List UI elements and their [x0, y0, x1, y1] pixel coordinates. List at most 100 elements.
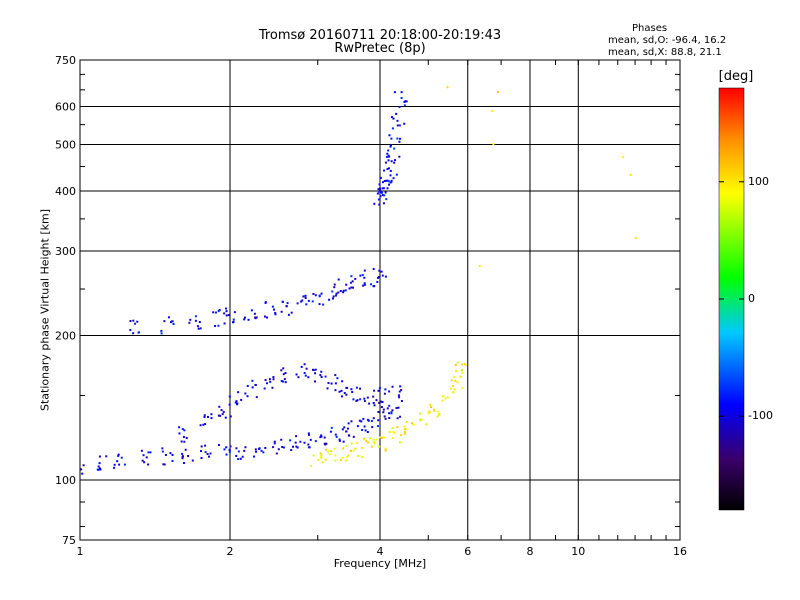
data-point — [330, 382, 333, 385]
data-point — [377, 419, 380, 422]
data-point — [444, 397, 447, 400]
data-point — [191, 459, 194, 462]
data-point — [427, 412, 430, 415]
data-point — [132, 332, 135, 335]
data-point — [383, 169, 386, 172]
data-point — [381, 401, 384, 404]
data-point — [323, 436, 326, 439]
data-point — [294, 441, 297, 444]
data-point — [171, 453, 174, 456]
data-point — [456, 361, 459, 364]
data-point — [398, 396, 401, 399]
data-point — [285, 305, 288, 308]
data-point — [385, 179, 388, 182]
data-point — [169, 452, 172, 455]
x-tick-label: 16 — [673, 545, 687, 558]
data-point — [341, 428, 344, 431]
data-point — [446, 396, 449, 399]
data-point — [194, 319, 197, 322]
data-point — [335, 435, 338, 438]
data-point — [334, 382, 337, 385]
data-point — [397, 406, 400, 409]
data-point — [367, 441, 370, 444]
data-point — [243, 316, 246, 319]
plot-grid — [80, 60, 680, 540]
data-point — [314, 440, 317, 443]
data-point — [378, 269, 381, 272]
data-point — [363, 400, 366, 403]
data-point — [181, 452, 184, 455]
data-point — [200, 445, 203, 448]
data-point — [243, 318, 246, 321]
data-point — [390, 160, 393, 163]
data-point — [341, 456, 344, 459]
data-point — [463, 363, 466, 366]
data-point — [332, 295, 335, 298]
data-point — [387, 154, 390, 157]
data-point — [373, 404, 376, 407]
data-point — [282, 373, 285, 376]
data-point — [244, 392, 247, 395]
data-point — [118, 463, 121, 466]
data-point — [98, 467, 101, 470]
data-point — [384, 388, 387, 391]
data-point — [265, 382, 268, 385]
data-point — [386, 152, 389, 155]
data-point — [307, 376, 310, 379]
data-point — [384, 417, 387, 420]
chart-title: Tromsø 20160711 20:18:00-20:19:43 — [258, 28, 502, 43]
data-point — [280, 380, 283, 383]
data-point — [452, 391, 455, 394]
data-point — [206, 415, 209, 418]
data-point — [350, 286, 353, 289]
data-point — [272, 376, 275, 379]
data-point — [372, 438, 375, 441]
data-point — [355, 399, 358, 402]
y-tick-label: 600 — [55, 101, 76, 114]
data-point — [387, 159, 390, 162]
data-point — [350, 442, 353, 445]
data-point — [326, 387, 329, 390]
data-point — [324, 375, 327, 378]
data-point — [347, 422, 350, 425]
data-point — [82, 464, 85, 467]
data-point — [389, 169, 392, 172]
data-point — [378, 203, 381, 206]
data-point — [140, 449, 143, 452]
data-point — [398, 140, 401, 143]
data-point — [377, 198, 380, 201]
data-point — [250, 309, 253, 312]
data-point — [389, 174, 392, 177]
data-point — [400, 96, 403, 99]
data-point — [373, 442, 376, 445]
data-point — [352, 398, 355, 401]
data-point — [305, 367, 308, 370]
data-point — [338, 439, 341, 442]
data-point — [403, 122, 406, 125]
data-point — [292, 445, 295, 448]
data-point — [304, 296, 307, 299]
data-point — [390, 116, 393, 119]
data-point — [396, 119, 399, 122]
data-point — [381, 194, 384, 197]
data-point — [347, 434, 350, 437]
data-point — [375, 438, 378, 441]
data-point — [320, 454, 323, 457]
data-point — [225, 310, 228, 313]
data-point — [356, 441, 359, 444]
data-point — [404, 100, 407, 103]
data-point — [491, 110, 494, 113]
data-point — [311, 300, 314, 303]
data-point — [145, 456, 148, 459]
data-point — [398, 124, 401, 127]
data-point — [223, 312, 226, 315]
data-point — [370, 445, 373, 448]
data-point — [339, 458, 342, 461]
chart-subtitle: RwPretec (8p) — [334, 41, 426, 56]
data-point — [341, 380, 344, 383]
data-point — [273, 442, 276, 445]
data-point — [284, 381, 287, 384]
data-point — [237, 458, 240, 461]
data-point — [113, 466, 116, 469]
data-point — [225, 453, 228, 456]
